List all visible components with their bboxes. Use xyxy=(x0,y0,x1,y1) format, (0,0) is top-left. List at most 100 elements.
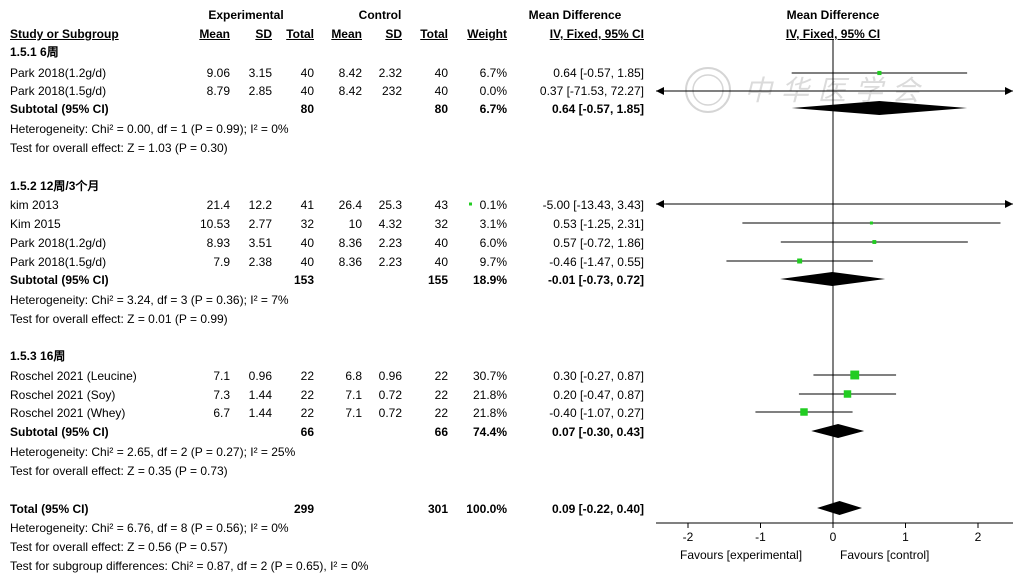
e-sd: 2.77 xyxy=(248,217,272,231)
e-mean: 8.79 xyxy=(206,84,230,98)
e-mean: 7.3 xyxy=(213,388,230,402)
ci-text: -0.40 [-1.07, 0.27] xyxy=(549,406,644,420)
study-column-header: Study or Subgroup xyxy=(10,27,119,41)
study-name: Roschel 2021 (Leucine) xyxy=(10,369,137,383)
e-total-header: Total xyxy=(286,27,314,41)
study-marker xyxy=(800,408,808,416)
subtotal-c-total: 66 xyxy=(434,425,448,439)
subtotal-ci-text: 0.64 [-0.57, 1.85] xyxy=(551,102,644,116)
total-diamond xyxy=(817,501,862,515)
ci-text: 0.30 [-0.27, 0.87] xyxy=(553,369,644,383)
c-sd: 25.3 xyxy=(378,198,402,212)
study-name: Park 2018(1.2g/d) xyxy=(10,66,107,80)
plot-mean-difference-header: Mean Difference xyxy=(786,8,880,22)
c-total: 40 xyxy=(434,255,448,269)
weight: 21.8% xyxy=(472,406,507,420)
e-sd: 3.15 xyxy=(248,66,272,80)
subtotal-label: Subtotal (95% CI) xyxy=(10,273,109,287)
e-mean: 6.7 xyxy=(213,406,230,420)
e-mean: 7.9 xyxy=(213,255,230,269)
e-total: 40 xyxy=(300,255,314,269)
c-sd: 0.96 xyxy=(378,369,402,383)
c-mean: 8.42 xyxy=(338,84,362,98)
c-total: 22 xyxy=(434,369,448,383)
study-marker xyxy=(872,240,877,244)
subtotal-c-total: 155 xyxy=(427,273,448,287)
study-marker xyxy=(469,202,472,206)
x-tick-label: -2 xyxy=(683,530,694,544)
ci-text: 0.37 [-71.53, 72.27] xyxy=(539,84,644,98)
overall-effect-text: Test for overall effect: Z = 0.01 (P = 0… xyxy=(10,312,228,326)
subtotal-label: Subtotal (95% CI) xyxy=(10,425,109,439)
subgroup-1-label: 1.5.1 6周 xyxy=(10,45,59,59)
c-total: 43 xyxy=(434,198,448,212)
e-total: 32 xyxy=(300,217,314,231)
e-total: 40 xyxy=(300,66,314,80)
subgroup-2-label: 1.5.2 12周/3个月 xyxy=(10,179,100,193)
ci-text: 0.64 [-0.57, 1.85] xyxy=(553,66,644,80)
heterogeneity-text: Heterogeneity: Chi² = 6.76, df = 8 (P = … xyxy=(10,521,289,535)
heterogeneity-text: Heterogeneity: Chi² = 0.00, df = 1 (P = … xyxy=(10,122,289,136)
subtotal-label: Subtotal (95% CI) xyxy=(10,102,109,116)
subtotal-e-total: 153 xyxy=(293,273,314,287)
weight: 6.0% xyxy=(479,236,507,250)
c-mean: 8.42 xyxy=(338,66,362,80)
c-mean: 26.4 xyxy=(338,198,362,212)
ci-text: -0.46 [-1.47, 0.55] xyxy=(549,255,644,269)
subtotal-weight: 18.9% xyxy=(472,273,507,287)
subtotal-e-total: 80 xyxy=(300,102,314,116)
c-sd: 2.23 xyxy=(378,236,402,250)
e-total: 22 xyxy=(300,406,314,420)
overall-effect-text: Test for overall effect: Z = 0.35 (P = 0… xyxy=(10,464,228,478)
study-marker xyxy=(843,390,852,398)
x-tick-label: 0 xyxy=(830,530,837,544)
weight: 0.1% xyxy=(479,198,507,212)
x-tick-label: -1 xyxy=(755,530,766,544)
e-sd: 3.51 xyxy=(248,236,272,250)
total-c-total: 301 xyxy=(427,502,448,516)
ci-arrow-left xyxy=(656,200,664,208)
e-sd: 1.44 xyxy=(248,388,272,402)
study-name: Roschel 2021 (Whey) xyxy=(10,406,126,420)
c-total: 40 xyxy=(434,66,448,80)
study-name: Park 2018(1.2g/d) xyxy=(10,236,107,250)
subtotal-ci-text: 0.07 [-0.30, 0.43] xyxy=(551,425,644,439)
overall-effect-text: Test for overall effect: Z = 1.03 (P = 0… xyxy=(10,141,228,155)
subtotal-ci-text: -0.01 [-0.73, 0.72] xyxy=(547,273,644,287)
ci-text: 0.53 [-1.25, 2.31] xyxy=(553,217,644,231)
c-total: 32 xyxy=(434,217,448,231)
c-mean: 7.1 xyxy=(345,388,362,402)
c-sd-header: SD xyxy=(385,27,402,41)
study-name: Kim 2015 xyxy=(10,217,61,231)
e-sd: 2.85 xyxy=(248,84,272,98)
weight: 30.7% xyxy=(472,369,507,383)
e-mean: 10.53 xyxy=(199,217,230,231)
favours-experimental-label: Favours [experimental] xyxy=(680,548,803,562)
weight: 9.7% xyxy=(479,255,507,269)
ci-text: 0.57 [-0.72, 1.86] xyxy=(553,236,644,250)
subtotal-e-total: 66 xyxy=(300,425,314,439)
subtotal-diamond xyxy=(780,272,886,286)
ci-arrow-right xyxy=(1005,87,1013,95)
ci-arrow-left xyxy=(656,87,664,95)
study-marker xyxy=(850,370,860,380)
heterogeneity-text: Heterogeneity: Chi² = 2.65, df = 2 (P = … xyxy=(10,445,296,459)
weight: 0.0% xyxy=(479,84,507,98)
c-total: 40 xyxy=(434,236,448,250)
e-total: 40 xyxy=(300,84,314,98)
control-header: Control xyxy=(358,8,402,22)
e-mean: 9.06 xyxy=(206,66,230,80)
c-sd: 0.72 xyxy=(378,388,402,402)
c-total: 40 xyxy=(434,84,448,98)
experimental-header: Experimental xyxy=(208,8,284,22)
c-total: 22 xyxy=(434,388,448,402)
c-total-header: Total xyxy=(420,27,448,41)
c-mean: 7.1 xyxy=(345,406,362,420)
mean-difference-header: Mean Difference xyxy=(528,8,622,22)
ci-method-header: IV, Fixed, 95% CI xyxy=(549,27,644,41)
weight: 6.7% xyxy=(479,66,507,80)
x-tick-label: 1 xyxy=(902,530,909,544)
weight: 3.1% xyxy=(479,217,507,231)
study-marker xyxy=(869,221,873,225)
